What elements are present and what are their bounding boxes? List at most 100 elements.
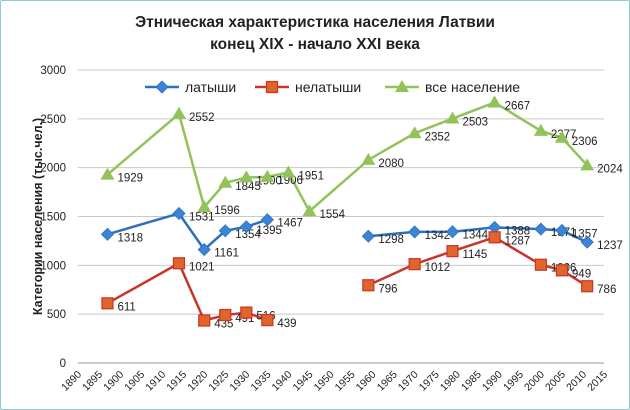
triangle-marker [281, 165, 296, 178]
triangle-marker [218, 175, 233, 188]
x-tick-label: 1995 [501, 369, 526, 394]
x-tick-label: 1950 [312, 369, 337, 394]
y-tick-label: 500 [47, 309, 66, 321]
x-tick-label: 2010 [564, 369, 589, 394]
square-marker [198, 314, 211, 327]
data-label: 1951 [298, 170, 324, 182]
y-tick-label: 0 [60, 358, 66, 370]
x-tick-label: 1965 [375, 369, 400, 394]
y-axis-title: Категории населения (тыс.чел.) [31, 118, 45, 315]
x-tick-label: 1985 [459, 369, 484, 394]
legend-entry: нелатыши [295, 79, 361, 95]
diamond-marker [555, 223, 569, 238]
legend-entry: все население [425, 79, 520, 95]
y-tick-label: 1500 [40, 212, 66, 224]
chart-title-line1: Этническая характеристика населения Латв… [135, 14, 495, 31]
data-label: 1929 [117, 173, 143, 185]
chart-title: Этническая характеристика населения Латв… [0, 12, 630, 56]
data-label: 2024 [597, 163, 623, 175]
square-marker [488, 231, 501, 244]
data-label: 2306 [572, 136, 598, 148]
data-label: 1298 [378, 234, 404, 246]
data-label: 786 [597, 284, 616, 296]
y-tick-label: 1000 [40, 260, 66, 272]
data-label: 1344 [463, 230, 489, 242]
diamond-marker [155, 80, 169, 94]
x-tick-label: 1945 [291, 369, 316, 394]
data-label: 949 [572, 268, 591, 280]
legend-entry: латыши [185, 79, 236, 95]
triangle-marker [533, 123, 548, 136]
x-tick-label: 1970 [396, 369, 421, 394]
diamond-marker [534, 222, 548, 236]
triangle-marker [580, 158, 595, 171]
data-label: 1342 [425, 230, 451, 242]
data-label: 611 [117, 301, 135, 313]
x-tick-label: 1960 [354, 369, 379, 394]
data-label: 1145 [463, 249, 488, 261]
diamond-marker [445, 225, 460, 239]
data-label: 1906 [277, 175, 303, 187]
triangle-marker [407, 126, 422, 139]
data-label: 1395 [256, 225, 282, 237]
triangle-marker [260, 169, 275, 182]
square-marker [172, 257, 186, 270]
data-label: 2552 [189, 112, 215, 124]
x-tick-label: 1895 [80, 369, 105, 394]
triangle-marker [395, 80, 409, 92]
x-tick-label: 1925 [206, 369, 231, 394]
data-label: 1021 [189, 261, 215, 273]
triangle-marker [302, 204, 317, 217]
square-marker [555, 264, 569, 277]
x-tick-label: 1980 [438, 369, 463, 394]
data-label: 2503 [463, 117, 489, 129]
data-label: 1354 [235, 229, 261, 241]
triangle-marker [554, 130, 569, 143]
data-label: 1012 [425, 262, 451, 274]
chart-title-line2: конец XIX - начало XXI века [210, 36, 420, 53]
data-label: 439 [277, 318, 296, 330]
data-label: 1161 [214, 248, 239, 260]
x-tick-label: 1900 [101, 369, 126, 394]
x-tick-label: 2015 [585, 369, 610, 394]
triangle-marker [100, 167, 115, 180]
triangle-marker [361, 152, 376, 165]
data-label: 1237 [597, 240, 623, 252]
x-tick-label: 1905 [122, 369, 147, 394]
square-marker [581, 280, 594, 293]
triangle-marker [197, 200, 212, 213]
square-marker [219, 308, 232, 322]
x-tick-label: 1910 [143, 369, 168, 394]
diamond-marker [100, 227, 115, 241]
x-tick-label: 1890 [59, 369, 84, 394]
x-tick-label: 1915 [164, 369, 189, 394]
x-tick-label: 1955 [333, 369, 358, 394]
data-label: 796 [378, 283, 397, 295]
square-marker [265, 80, 279, 94]
diamond-marker [580, 235, 594, 249]
square-marker [446, 245, 459, 258]
diamond-marker [172, 206, 186, 221]
diamond-marker [260, 213, 274, 227]
x-tick-label: 2000 [522, 369, 547, 394]
x-tick-label: 1975 [417, 369, 442, 394]
data-label: 1467 [277, 218, 303, 230]
triangle-marker [487, 95, 502, 108]
data-label: 1531 [189, 211, 215, 223]
x-tick-label: 1990 [480, 369, 505, 394]
data-label: 1845 [235, 181, 261, 193]
y-tick-label: 3000 [40, 65, 66, 77]
diamond-marker [408, 225, 422, 239]
diamond-marker [361, 229, 375, 243]
diamond-marker [218, 224, 232, 238]
square-marker [240, 306, 253, 319]
data-label: 1388 [505, 225, 531, 237]
square-marker [408, 258, 421, 271]
diamond-marker [239, 220, 253, 234]
square-marker [362, 279, 375, 292]
data-label: 1357 [572, 228, 598, 240]
x-tick-label: 1935 [248, 369, 273, 394]
triangle-marker [239, 170, 254, 183]
square-marker [101, 297, 114, 310]
